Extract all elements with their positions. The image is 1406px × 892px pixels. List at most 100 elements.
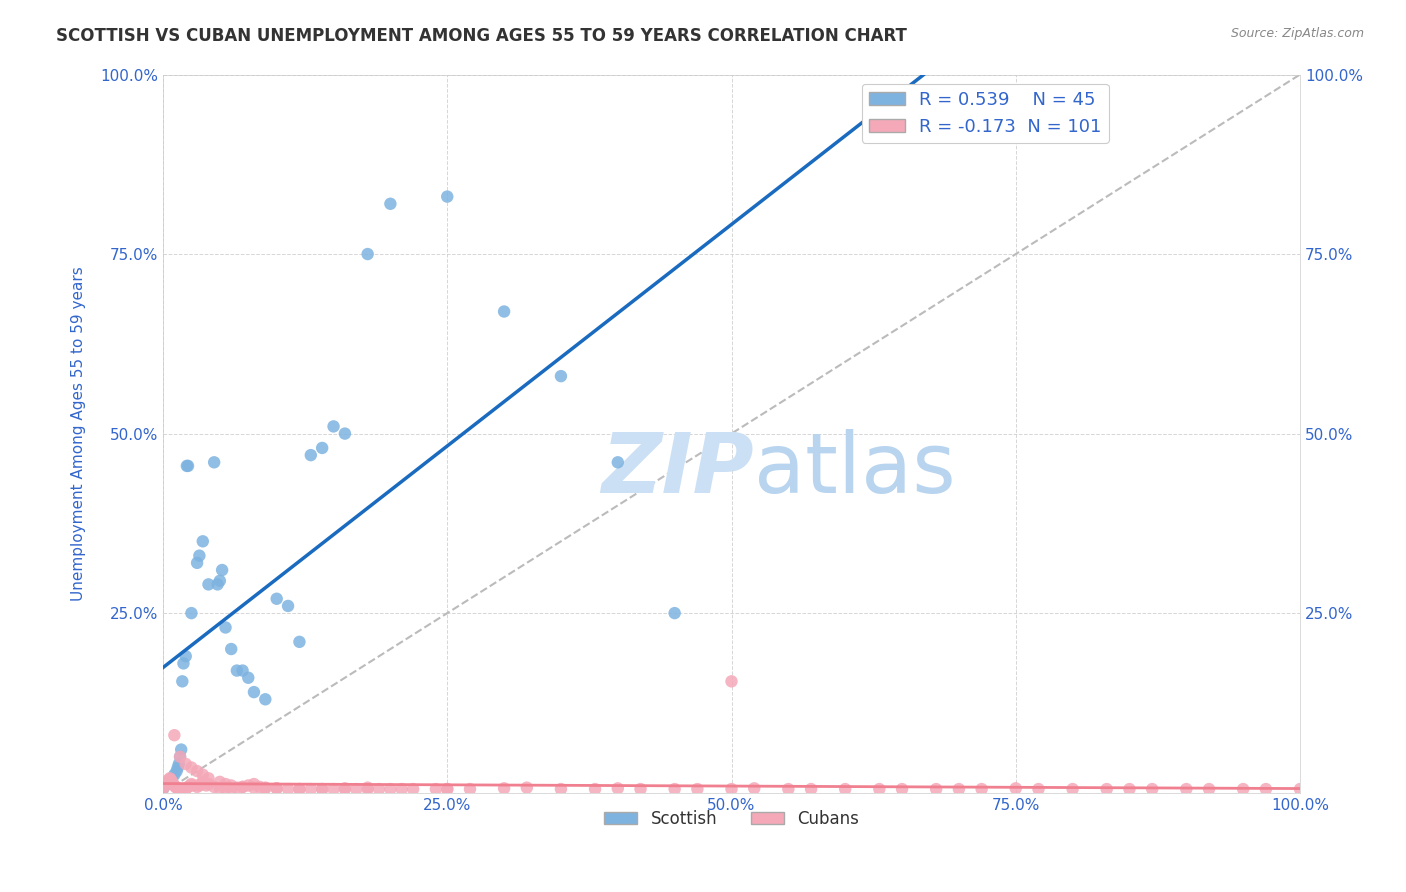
Point (299, 782, 322, 797)
Text: ZIP: ZIP (602, 429, 754, 510)
Point (214, 777, 236, 791)
Point (166, 780, 188, 795)
Point (238, 779, 260, 793)
Point (163, 767, 186, 781)
Point (254, 780, 277, 795)
Point (311, 782, 333, 797)
Point (606, 455, 628, 469)
Point (436, 782, 458, 797)
Point (550, 782, 572, 797)
Point (322, 419, 344, 434)
Point (225, 664, 247, 678)
Point (288, 782, 311, 797)
Point (165, 780, 187, 794)
Point (172, 782, 194, 797)
Point (311, 782, 333, 797)
Point (925, 782, 948, 797)
Point (174, 782, 197, 797)
Point (169, 749, 191, 764)
Point (742, 781, 765, 796)
Point (266, 781, 288, 796)
Point (583, 782, 606, 797)
Point (219, 779, 242, 793)
Point (160, 772, 183, 787)
Point (169, 782, 191, 797)
Point (425, 782, 447, 797)
Point (288, 635, 311, 649)
Point (277, 782, 299, 797)
Point (720, 674, 742, 689)
Point (186, 556, 208, 570)
Point (174, 649, 197, 664)
Point (177, 458, 200, 473)
Point (163, 728, 186, 742)
Point (1118, 782, 1140, 797)
Point (214, 620, 236, 634)
Point (1232, 782, 1254, 797)
Point (219, 642, 242, 657)
Point (180, 606, 202, 620)
Point (170, 782, 193, 797)
Point (155, 779, 177, 793)
Point (380, 196, 402, 211)
Point (197, 577, 219, 591)
Text: SCOTTISH VS CUBAN UNEMPLOYMENT AMONG AGES 55 TO 59 YEARS CORRELATION CHART: SCOTTISH VS CUBAN UNEMPLOYMENT AMONG AGE… (56, 27, 907, 45)
Point (155, 775, 177, 789)
Point (186, 764, 208, 778)
Point (162, 777, 184, 791)
Point (167, 756, 190, 771)
Point (891, 782, 914, 797)
Point (191, 534, 214, 549)
Point (208, 775, 231, 789)
Point (778, 782, 800, 797)
Point (356, 780, 378, 795)
Point (356, 782, 378, 797)
Point (664, 782, 686, 797)
Point (948, 782, 970, 797)
Point (630, 782, 652, 797)
Point (170, 742, 193, 756)
Point (1254, 782, 1277, 797)
Point (550, 369, 572, 384)
Point (174, 756, 197, 771)
Point (232, 780, 254, 794)
Point (169, 749, 191, 764)
Point (458, 782, 481, 797)
Point (311, 441, 333, 455)
Point (214, 782, 236, 797)
Point (277, 599, 299, 613)
Point (344, 782, 367, 797)
Point (1095, 782, 1118, 797)
Point (202, 780, 225, 794)
Text: atlas: atlas (754, 429, 956, 510)
Point (243, 685, 266, 699)
Point (970, 782, 993, 797)
Point (720, 782, 742, 797)
Point (179, 779, 201, 793)
Point (288, 782, 311, 797)
Point (1175, 782, 1198, 797)
Point (868, 782, 890, 797)
Legend: Scottish, Cubans: Scottish, Cubans (598, 804, 866, 835)
Point (322, 782, 344, 797)
Point (159, 772, 181, 786)
Point (232, 664, 254, 678)
Point (188, 779, 211, 793)
Point (186, 780, 208, 794)
Point (1289, 782, 1312, 797)
Point (436, 189, 458, 203)
Point (190, 777, 212, 791)
Point (333, 426, 356, 441)
Point (177, 780, 200, 794)
Point (197, 772, 219, 786)
Point (664, 606, 686, 620)
Point (166, 764, 188, 778)
Point (208, 574, 231, 588)
Point (160, 775, 183, 789)
Point (1062, 782, 1084, 797)
Point (266, 591, 288, 606)
Point (152, 782, 174, 797)
Point (1140, 782, 1163, 797)
Point (368, 782, 391, 797)
Point (225, 780, 247, 795)
